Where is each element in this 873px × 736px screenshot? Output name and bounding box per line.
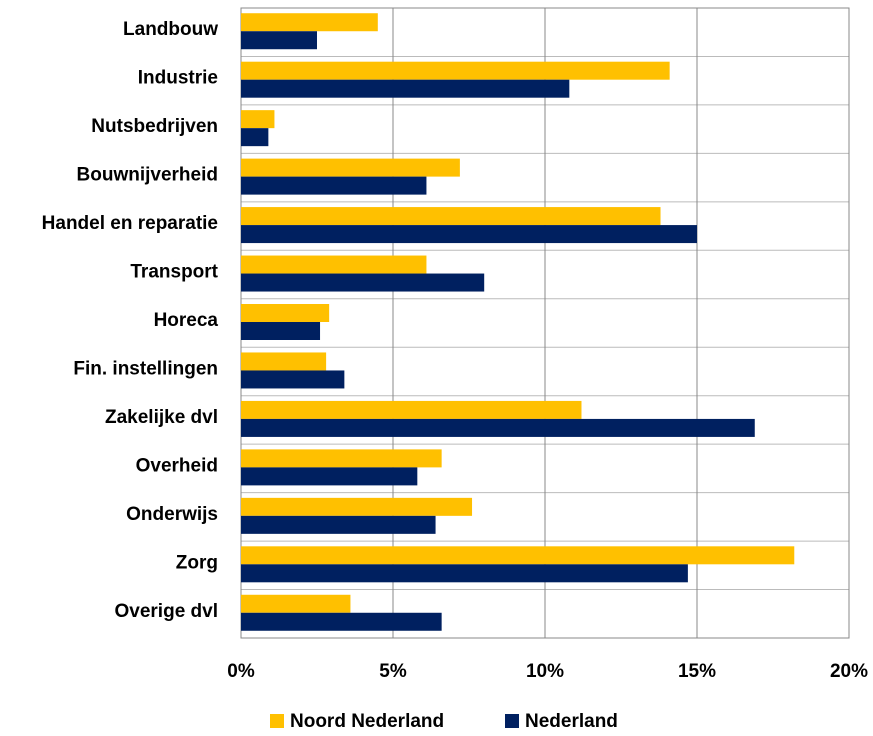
- legend-label: Nederland: [525, 711, 618, 732]
- bar: [241, 304, 330, 322]
- x-tick-label: 5%: [379, 661, 407, 682]
- bar: [241, 497, 473, 516]
- y-tick-label: Nutsbedrijven: [91, 116, 218, 137]
- legend-label: Noord Nederland: [290, 711, 444, 732]
- bar: [241, 449, 442, 468]
- bar: [241, 322, 321, 340]
- bar: [241, 515, 436, 534]
- x-tick-label: 0%: [227, 661, 255, 682]
- bar: [241, 158, 460, 177]
- y-tick-label: Transport: [130, 262, 218, 283]
- y-tick-label: Industrie: [138, 68, 218, 89]
- x-tick-label: 20%: [830, 661, 868, 682]
- legend-swatch: [270, 714, 284, 728]
- y-tick-label: Bouwnijverheid: [77, 165, 218, 186]
- y-tick-label: Fin. instellingen: [73, 358, 218, 379]
- bar: [241, 255, 427, 274]
- bar: [241, 225, 697, 244]
- bar: [241, 176, 427, 195]
- bar: [241, 418, 755, 437]
- y-tick-label: Overheid: [136, 455, 218, 476]
- bar: [241, 273, 485, 292]
- bar: [241, 61, 670, 80]
- bar: [241, 546, 795, 565]
- y-tick-label: Handel en reparatie: [42, 213, 218, 234]
- y-tick-label: Overige dvl: [115, 601, 219, 622]
- bar: [241, 31, 317, 50]
- bar: [241, 207, 661, 226]
- y-tick-label: Horeca: [154, 310, 219, 331]
- y-tick-label: Onderwijs: [126, 504, 218, 525]
- x-tick-label: 10%: [526, 661, 564, 682]
- bar: [241, 352, 327, 371]
- bar: [241, 564, 688, 583]
- bar: [241, 400, 582, 419]
- legend-swatch: [505, 714, 519, 728]
- bar: [241, 128, 269, 147]
- bar: [241, 13, 378, 32]
- y-tick-label: Landbouw: [123, 19, 218, 40]
- bar: [241, 467, 418, 486]
- y-tick-label: Zorg: [176, 552, 218, 573]
- bar: [241, 612, 442, 631]
- bar: [241, 110, 275, 129]
- bar: [241, 594, 351, 613]
- x-tick-label: 15%: [678, 661, 716, 682]
- y-tick-label: Zakelijke dvl: [105, 407, 218, 428]
- bar: [241, 79, 570, 98]
- bar: [241, 370, 345, 389]
